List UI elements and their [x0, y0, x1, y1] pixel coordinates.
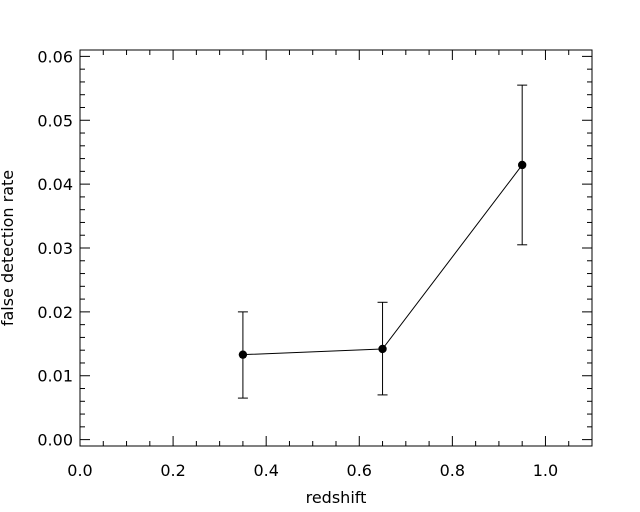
y-tick-label: 0.02	[37, 303, 73, 322]
y-tick-labels: 0.00 0.01 0.02 0.03 0.04 0.05 0.06	[37, 47, 73, 449]
data-point	[238, 350, 248, 359]
x-tick-label: 0.6	[347, 461, 372, 480]
y-tick-label: 0.00	[37, 431, 73, 450]
x-axis-title: redshift	[306, 488, 367, 507]
plot-frame	[79, 49, 593, 447]
y-tick-label: 0.03	[37, 239, 73, 258]
x-tick-label: 1.0	[533, 461, 558, 480]
y-axis-title: false detection rate	[0, 170, 17, 326]
x-tick-labels: 0.0 0.2 0.4 0.6 0.8 1.0	[67, 461, 558, 480]
y-tick-label: 0.01	[37, 367, 73, 386]
y-tick-label: 0.04	[37, 175, 73, 194]
data-points	[238, 160, 527, 359]
x-tick-label: 0.8	[440, 461, 465, 480]
data-point	[517, 160, 527, 170]
minor-ticks	[80, 50, 593, 446]
y-tick-label: 0.06	[37, 47, 73, 66]
y-tick-label: 0.05	[37, 111, 73, 130]
data-point	[378, 344, 387, 354]
major-ticks	[79, 50, 592, 446]
x-tick-label: 0.0	[67, 461, 92, 480]
x-tick-label: 0.4	[253, 461, 278, 480]
x-tick-label: 0.2	[160, 461, 185, 480]
